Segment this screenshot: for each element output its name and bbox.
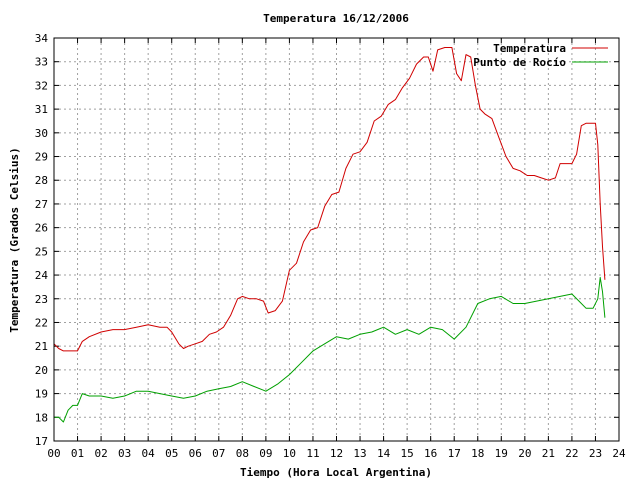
x-tick-label: 18 [471,447,484,460]
y-axis-label: Temperatura (Grados Celsius) [8,147,21,332]
y-tick-label: 28 [35,174,48,187]
y-tick-label: 17 [35,435,48,448]
x-tick-label: 10 [283,447,296,460]
y-tick-label: 27 [35,198,48,211]
x-tick-label: 11 [306,447,319,460]
y-tick-label: 23 [35,293,48,306]
series-lines [53,47,606,423]
y-tick-label: 20 [35,364,48,377]
x-tick-label: 15 [401,447,414,460]
y-tick-label: 26 [35,222,48,235]
x-tick-label: 00 [47,447,60,460]
y-tick-label: 25 [35,245,48,258]
x-tick-label: 21 [542,447,555,460]
x-tick-label: 05 [165,447,178,460]
y-tick-label: 33 [35,56,48,69]
axis-ticks: 00 01 02 03 04 05 06 07 08 09 10 11 12 13 14 15 16 17 18 19… [35,32,626,460]
x-tick-label: 17 [448,447,461,460]
grid-lines [54,38,619,441]
y-tick-label: 34 [35,32,49,45]
x-tick-label: 24 [612,447,626,460]
y-tick-label: 29 [35,151,48,164]
x-tick-label: 03 [118,447,131,460]
x-tick-label: 07 [212,447,225,460]
y-tick-label: 30 [35,127,48,140]
y-tick-label: 24 [35,269,49,282]
x-tick-label: 09 [259,447,272,460]
x-tick-label: 01 [71,447,84,460]
x-tick-label: 13 [353,447,366,460]
series-line-temperatura [53,47,606,352]
legend-label-punto-de-rocio: Punto de Rocío [473,56,566,69]
legend-label-temperatura: Temperatura [493,42,566,55]
y-tick-label: 19 [35,388,48,401]
plot-frame [53,37,620,442]
x-tick-label: 19 [495,447,508,460]
y-tick-label: 22 [35,316,48,329]
y-tick-label: 31 [35,103,48,116]
y-tick-label: 18 [35,411,48,424]
x-tick-label: 20 [518,447,531,460]
y-tick-label: 32 [35,79,48,92]
x-tick-label: 23 [589,447,602,460]
x-tick-label: 14 [377,447,391,460]
x-tick-label: 12 [330,447,343,460]
x-axis-label: Tiempo (Hora Local Argentina) [240,466,432,479]
x-tick-label: 08 [236,447,249,460]
x-tick-label: 02 [94,447,107,460]
chart-title: Temperatura 16/12/2006 [263,12,409,25]
x-tick-label: 16 [424,447,437,460]
x-tick-label: 04 [142,447,156,460]
y-tick-label: 21 [35,340,48,353]
x-tick-label: 06 [189,447,202,460]
x-tick-label: 22 [565,447,578,460]
series-line-punto-de-rocio [54,276,606,423]
legend: Temperatura Punto de Rocío [473,42,608,69]
